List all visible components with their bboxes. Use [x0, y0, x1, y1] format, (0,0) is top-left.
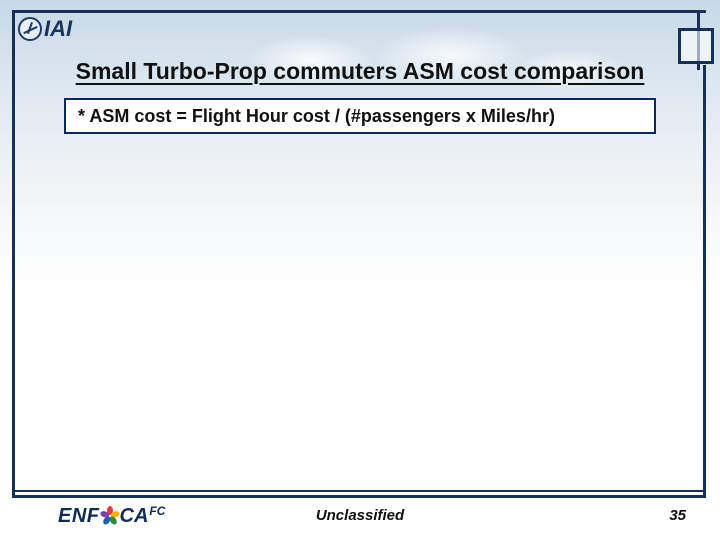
logo-emblem-icon	[18, 17, 42, 41]
classification-label: Unclassified	[0, 507, 720, 524]
frame-border-top	[12, 10, 706, 13]
slide-title: Small Turbo-Prop commuters ASM cost comp…	[50, 58, 670, 85]
frame-border-left	[12, 10, 15, 496]
page-number: 35	[669, 507, 686, 524]
formula-text: * ASM cost = Flight Hour cost / (#passen…	[78, 106, 555, 127]
company-logo-top: IAI	[18, 16, 72, 42]
frame-border-bottom-double	[12, 490, 706, 498]
frame-border-right-lower	[703, 65, 706, 496]
logo-text: IAI	[44, 16, 72, 42]
frame-corner-square	[678, 28, 714, 64]
formula-box: * ASM cost = Flight Hour cost / (#passen…	[64, 98, 656, 134]
